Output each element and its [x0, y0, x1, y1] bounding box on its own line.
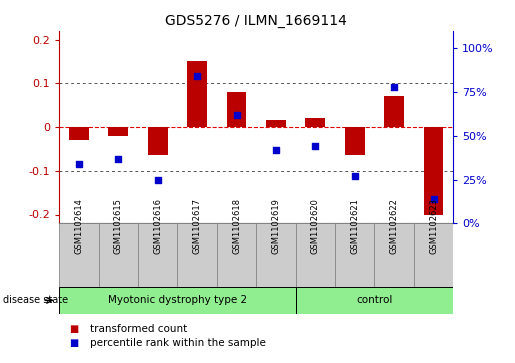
Point [390, 84, 398, 90]
Text: GSM1102619: GSM1102619 [271, 198, 280, 254]
Text: GSM1102618: GSM1102618 [232, 198, 241, 254]
Bar [266, 121, 286, 127]
Bar [256, 223, 296, 287]
Point [232, 112, 241, 118]
Bar [374, 223, 414, 287]
Bar [345, 127, 365, 155]
Bar [69, 127, 89, 140]
Bar [335, 223, 374, 287]
Bar [296, 223, 335, 287]
Text: GSM1102615: GSM1102615 [114, 198, 123, 254]
Text: GSM1102622: GSM1102622 [390, 198, 399, 254]
Point [351, 173, 359, 179]
Bar [227, 92, 246, 127]
Text: ■: ■ [70, 338, 79, 348]
Point [153, 177, 162, 183]
Point [114, 156, 123, 162]
Point [430, 196, 438, 202]
Bar [296, 287, 453, 314]
Bar [138, 223, 177, 287]
Point [193, 73, 201, 79]
Point [272, 147, 280, 153]
Text: GSM1102614: GSM1102614 [75, 198, 83, 254]
Text: GSM1102620: GSM1102620 [311, 198, 320, 254]
Bar [305, 118, 325, 127]
Text: Myotonic dystrophy type 2: Myotonic dystrophy type 2 [108, 295, 247, 305]
Bar [217, 223, 256, 287]
Text: transformed count: transformed count [90, 323, 187, 334]
Bar [99, 223, 138, 287]
Bar [414, 223, 453, 287]
Title: GDS5276 / ILMN_1669114: GDS5276 / ILMN_1669114 [165, 15, 347, 28]
Bar [177, 223, 217, 287]
Text: control: control [356, 295, 392, 305]
Text: percentile rank within the sample: percentile rank within the sample [90, 338, 266, 348]
Bar [384, 97, 404, 127]
Text: GSM1102623: GSM1102623 [429, 198, 438, 254]
Bar [59, 287, 296, 314]
Bar [187, 61, 207, 127]
Bar [424, 127, 443, 215]
Text: ■: ■ [70, 323, 79, 334]
Bar [59, 223, 99, 287]
Text: GSM1102616: GSM1102616 [153, 198, 162, 254]
Point [75, 161, 83, 167]
Text: GSM1102617: GSM1102617 [193, 198, 201, 254]
Bar [148, 127, 167, 155]
Text: GSM1102621: GSM1102621 [350, 198, 359, 254]
Point [311, 143, 319, 149]
Bar [109, 127, 128, 136]
Text: disease state: disease state [3, 295, 67, 305]
